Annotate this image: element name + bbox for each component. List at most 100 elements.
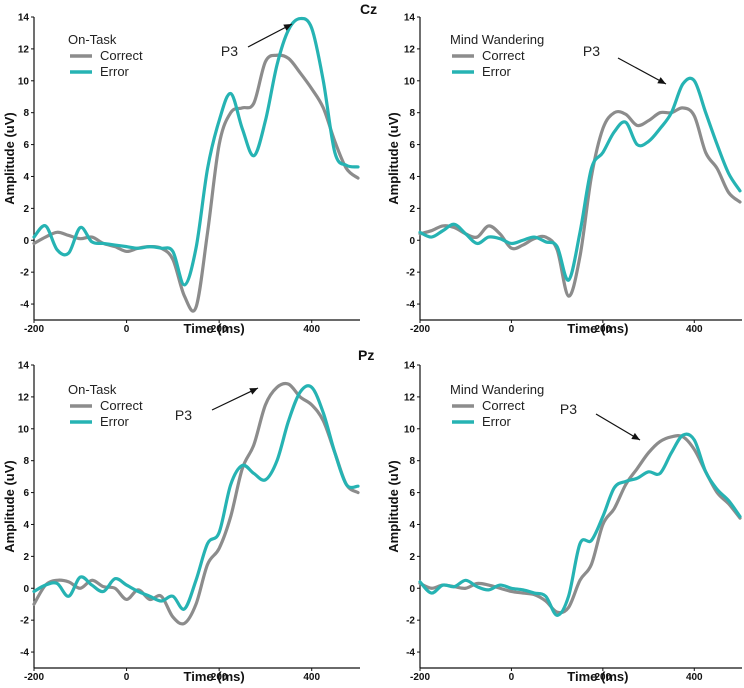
y-tick-label: 2: [409, 552, 415, 563]
p3-annotation: P3: [560, 401, 577, 417]
p3-arrow-line: [247, 23, 293, 48]
y-tick-label: 10: [18, 424, 30, 435]
y-tick-label: 0: [409, 236, 415, 247]
y-tick-label: -2: [20, 268, 29, 279]
y-axis-label: Amplitude (uV): [2, 112, 17, 204]
x-tick-label: 400: [303, 672, 320, 683]
y-tick-label: 6: [23, 140, 29, 151]
p3-arrow-line: [595, 413, 641, 441]
legend-label-error: Error: [100, 64, 130, 79]
series-line-correct: [32, 381, 360, 626]
y-tick-label: 2: [409, 204, 415, 215]
x-tick-label: 400: [303, 324, 320, 335]
y-tick-label: 2: [23, 204, 29, 215]
x-axis-label: Time (ms): [184, 669, 245, 684]
y-tick-label: 0: [409, 584, 415, 595]
series-line-correct: [418, 434, 742, 615]
legend-label-correct: Correct: [482, 398, 525, 413]
y-tick-label: 6: [23, 488, 29, 499]
legend-condition: On-Task: [68, 32, 117, 47]
y-tick-label: 10: [404, 76, 416, 87]
y-tick-label: 0: [23, 584, 29, 595]
y-tick-label: 4: [23, 520, 29, 531]
y-tick-label: -2: [406, 268, 415, 279]
y-tick-label: 10: [404, 424, 416, 435]
x-tick-label: 200: [595, 672, 612, 683]
p3-annotation: P3: [175, 407, 192, 423]
chart-panel-4: -4 -2 0 2 4 6 8 10 12 14 -200 0 200 400 Time (ms) Ampli…: [386, 361, 742, 684]
x-tick-label: -200: [24, 324, 44, 335]
series-line-correct: [418, 106, 742, 298]
p3-arrow-head: [249, 388, 258, 395]
x-axis-label: Time (ms): [184, 321, 245, 336]
y-tick-label: -2: [406, 616, 415, 627]
p3-arrow-head: [283, 24, 292, 31]
legend-label-error: Error: [482, 414, 512, 429]
legend-label-correct: Correct: [482, 48, 525, 63]
legend-label-correct: Correct: [100, 48, 143, 63]
chart-panel-3: -4 -2 0 2 4 6 8 10 12 14 -200 0 200 400 Time (ms) Ampli…: [2, 361, 360, 684]
chart-panel-1: -4 -2 0 2 4 6 8 10 12 14 -200 0 200 400 Time (ms) Ampli…: [2, 13, 360, 336]
y-axis-label: Amplitude (uV): [386, 460, 401, 552]
y-tick-label: 12: [404, 392, 416, 403]
y-tick-label: -4: [20, 648, 29, 659]
series-line-error: [32, 16, 360, 287]
y-tick-label: 14: [18, 13, 30, 24]
y-tick-label: 0: [23, 236, 29, 247]
x-tick-label: 400: [686, 672, 703, 683]
legend-condition: Mind Wandering: [450, 32, 544, 47]
series-line-error: [418, 76, 742, 282]
y-tick-label: 4: [409, 520, 415, 531]
y-tick-label: -4: [406, 300, 415, 311]
x-tick-label: 400: [686, 324, 703, 335]
y-tick-label: 6: [409, 140, 415, 151]
y-tick-label: 8: [23, 456, 29, 467]
y-tick-label: 6: [409, 488, 415, 499]
y-axis-label: Amplitude (uV): [2, 460, 17, 552]
x-tick-label: -200: [410, 672, 430, 683]
p3-arrow-line: [617, 57, 667, 85]
series-line-error: [418, 432, 742, 617]
x-tick-label: -200: [24, 672, 44, 683]
y-tick-label: 10: [18, 76, 30, 87]
y-tick-label: 8: [23, 108, 29, 119]
legend-condition: On-Task: [68, 382, 117, 397]
legend-label-error: Error: [100, 414, 130, 429]
electrode-label-cz: Cz: [360, 1, 377, 17]
y-tick-label: 4: [409, 172, 415, 183]
x-tick-label: 200: [211, 324, 228, 335]
y-tick-label: -2: [20, 616, 29, 627]
x-tick-label: 0: [509, 324, 515, 335]
y-tick-label: 12: [18, 392, 30, 403]
y-tick-label: 14: [18, 361, 30, 372]
chart-panel-2: -4 -2 0 2 4 6 8 10 12 14 -200 0 200 400 Time (ms) Ampli…: [386, 13, 742, 336]
y-tick-label: 14: [404, 361, 416, 372]
p3-arrow-head: [657, 77, 666, 84]
legend-label-correct: Correct: [100, 398, 143, 413]
y-tick-label: 8: [409, 108, 415, 119]
x-tick-label: 200: [595, 324, 612, 335]
p3-annotation: P3: [583, 43, 600, 59]
y-tick-label: 12: [404, 44, 416, 55]
y-axis-label: Amplitude (uV): [386, 112, 401, 204]
p3-annotation: P3: [221, 43, 238, 59]
y-tick-label: -4: [20, 300, 29, 311]
series-line-error: [32, 384, 360, 611]
y-tick-label: 14: [404, 13, 416, 24]
x-axis-label: Time (ms): [567, 321, 628, 336]
x-tick-label: -200: [410, 324, 430, 335]
x-axis-label: Time (ms): [567, 669, 628, 684]
x-tick-label: 0: [124, 324, 130, 335]
p3-arrow-line: [211, 387, 259, 411]
y-tick-label: 2: [23, 552, 29, 563]
y-tick-label: -4: [406, 648, 415, 659]
legend-label-error: Error: [482, 64, 512, 79]
electrode-label-pz: Pz: [358, 347, 374, 363]
series-line-correct: [32, 53, 360, 313]
y-tick-label: 8: [409, 456, 415, 467]
x-tick-label: 0: [509, 672, 515, 683]
